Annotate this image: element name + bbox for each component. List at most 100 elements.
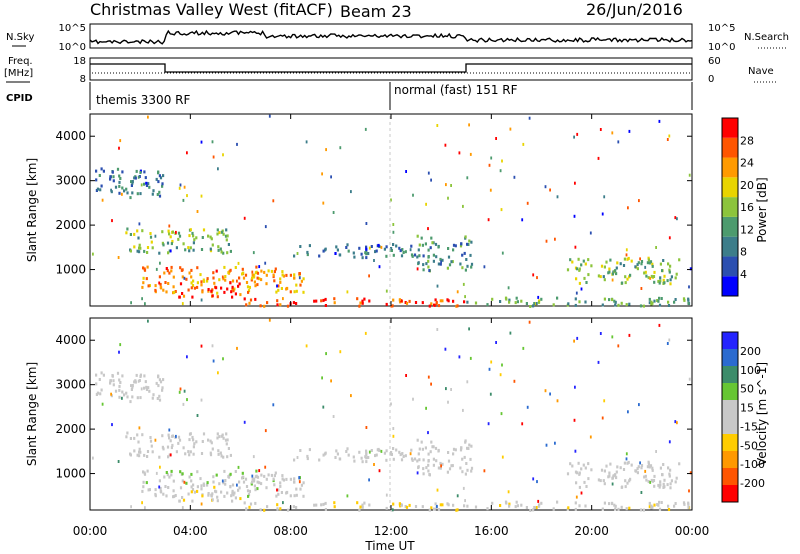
echo-pixel	[134, 380, 137, 384]
echo-pixel	[173, 290, 176, 294]
echo-pixel	[414, 301, 418, 304]
echo-pixel	[224, 479, 227, 482]
echo-pixel	[385, 254, 388, 258]
echo-pixel	[490, 360, 493, 364]
echo-pixel	[574, 449, 577, 453]
echo-pixel	[668, 472, 671, 476]
echo-pixel	[98, 378, 101, 381]
echo-pixel	[410, 448, 413, 452]
echo-pixel	[234, 292, 237, 296]
echo-pixel	[459, 466, 462, 470]
echo-pixel	[145, 385, 148, 389]
echo-pixel	[469, 152, 472, 156]
echo-pixel	[458, 355, 461, 359]
echo-pixel	[266, 505, 269, 509]
echo-pixel	[165, 471, 168, 474]
echo-pixel	[193, 238, 196, 242]
echo-pixel	[293, 494, 296, 498]
echo-pixel	[157, 384, 160, 388]
echo-pixel	[258, 265, 261, 269]
echo-pixel	[638, 403, 640, 407]
echo-pixel	[332, 211, 335, 214]
echo-pixel	[662, 463, 665, 466]
echo-pixel	[131, 191, 134, 195]
echo-pixel	[358, 450, 361, 454]
echo-pixel	[135, 169, 138, 173]
echo-pixel	[234, 496, 237, 500]
echo-pixel	[92, 252, 94, 256]
echo-pixel	[295, 289, 298, 293]
nsky-label: N.Sky	[6, 32, 34, 43]
echo-pixel	[241, 272, 244, 276]
echo-pixel	[447, 451, 450, 454]
echo-pixel	[207, 438, 210, 442]
echo-pixel	[279, 507, 282, 511]
echo-pixel	[422, 472, 425, 476]
echo-pixel	[358, 304, 361, 308]
echo-pixel	[223, 494, 226, 498]
echo-pixel	[335, 449, 338, 453]
echo-pixel	[637, 465, 640, 469]
echo-pixel	[466, 380, 469, 384]
echo-pixel	[272, 403, 275, 407]
echo-pixel	[501, 251, 504, 255]
echo-pixel	[158, 275, 161, 279]
echo-pixel	[279, 481, 282, 485]
echo-pixel	[125, 435, 128, 439]
echo-pixel	[134, 176, 137, 180]
echo-pixel	[658, 296, 661, 300]
echo-pixel	[688, 377, 691, 381]
echo-pixel	[155, 381, 158, 385]
echo-pixel	[446, 470, 449, 474]
echo-pixel	[573, 214, 576, 218]
echo-pixel	[191, 295, 194, 299]
echo-pixel	[405, 374, 407, 377]
echo-pixel	[459, 262, 462, 266]
echo-pixel	[474, 301, 478, 305]
echo-pixel	[325, 352, 327, 356]
power-y-axis-label: Slant Range [km]	[25, 158, 39, 262]
echo-pixel	[276, 503, 279, 507]
echo-pixel	[515, 500, 518, 504]
echo-pixel	[390, 453, 393, 456]
echo-pixel	[651, 264, 654, 268]
echo-pixel	[623, 461, 626, 465]
echo-pixel	[154, 234, 157, 238]
echo-pixel	[249, 298, 253, 302]
echo-pixel	[532, 273, 535, 277]
echo-pixel	[238, 486, 241, 490]
echo-pixel	[365, 460, 368, 464]
echo-pixel	[556, 500, 559, 504]
echo-pixel	[647, 258, 650, 262]
echo-pixel	[640, 262, 643, 266]
echo-pixel	[159, 176, 163, 180]
echo-pixel	[636, 267, 639, 271]
echo-pixel	[209, 247, 212, 251]
echo-pixel	[136, 249, 139, 253]
echo-pixel	[583, 276, 586, 280]
echo-pixel	[322, 201, 325, 205]
echo-pixel	[151, 246, 154, 250]
echo-pixel	[578, 472, 581, 476]
echo-pixel	[295, 506, 298, 509]
echo-pixel	[141, 433, 144, 437]
echo-pixel	[121, 186, 124, 190]
echo-pixel	[181, 479, 184, 483]
echo-pixel	[236, 346, 238, 350]
echo-pixel	[229, 485, 232, 489]
echo-pixel	[293, 458, 296, 462]
echo-pixel	[313, 299, 316, 303]
echo-pixel	[642, 304, 645, 308]
echo-pixel	[649, 480, 652, 484]
echo-pixel	[619, 262, 622, 266]
echo-pixel	[125, 231, 128, 235]
echo-pixel	[276, 303, 279, 307]
echo-pixel	[119, 381, 122, 384]
echo-pixel	[196, 266, 199, 270]
echo-pixel	[192, 445, 195, 449]
echo-pixel	[143, 386, 146, 390]
echo-pixel	[650, 300, 653, 304]
echo-pixel	[470, 262, 474, 266]
echo-pixel	[155, 177, 158, 181]
echo-pixel	[253, 479, 256, 483]
